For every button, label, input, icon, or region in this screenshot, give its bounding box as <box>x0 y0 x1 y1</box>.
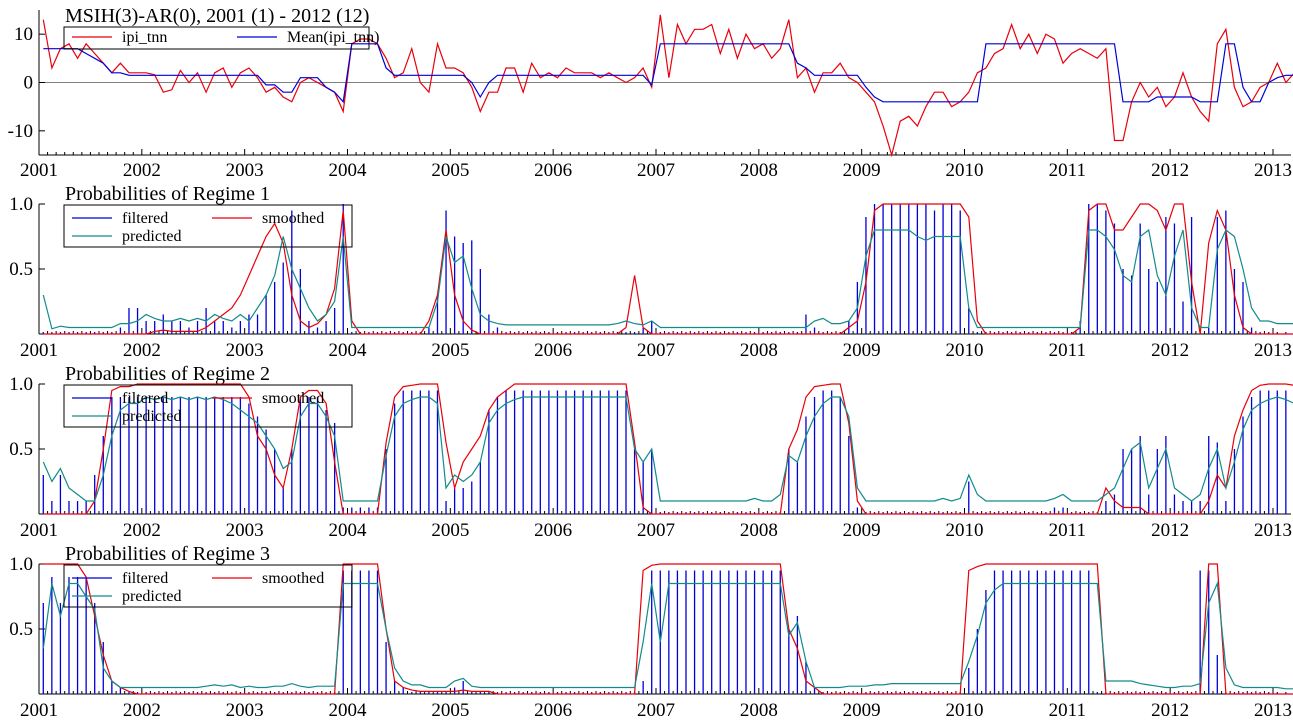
y-tick-label: 0.5 <box>9 619 33 640</box>
x-tick-label: 2010 <box>946 700 984 721</box>
legend-label: predicted <box>122 228 182 245</box>
x-tick-label: 2003 <box>226 340 264 361</box>
series-filtered-spikes <box>42 390 1287 514</box>
x-tick-label: 2013 <box>1254 340 1292 361</box>
chart-title: Probabilities of Regime 3 <box>65 543 270 565</box>
y-tick-label: 0.5 <box>9 439 33 460</box>
x-tick-label: 2002 <box>123 160 161 181</box>
x-tick-label: 2003 <box>226 160 264 181</box>
y-tick-label: 0 <box>24 73 34 94</box>
x-tick-label: 2009 <box>843 160 881 181</box>
x-tick-label: 2010 <box>946 520 984 541</box>
x-tick-label: 2002 <box>123 520 161 541</box>
legend-label: smoothed <box>262 210 324 227</box>
x-tick-label: 2013 <box>1254 160 1292 181</box>
legend-box <box>63 384 353 428</box>
x-tick-label: 2009 <box>843 340 881 361</box>
x-tick-label: 2006 <box>534 520 572 541</box>
x-tick-label: 2011 <box>1049 520 1086 541</box>
series-predicted-line <box>42 228 1293 330</box>
x-tick-label: 2001 <box>20 700 58 721</box>
x-tick-label: 2007 <box>637 520 675 541</box>
x-tick-label: 2010 <box>946 160 984 181</box>
y-tick-label: 1.0 <box>9 194 33 215</box>
y-tick-label: 1.0 <box>9 374 33 395</box>
chart-panel-4: Probabilities of Regime 3 2001 2002 2003 200… <box>9 543 1293 721</box>
x-tick-label: 2004 <box>329 160 368 181</box>
x-tick-label: 2007 <box>637 700 675 721</box>
chart-panel-3: Probabilities of Regime 2 2001 2002 2003 200… <box>9 363 1293 541</box>
x-tick-label: 2004 <box>329 520 368 541</box>
x-tick-label: 2011 <box>1049 340 1086 361</box>
legend-label: smoothed <box>262 390 324 407</box>
x-tick-label: 2003 <box>226 520 264 541</box>
x-tick-label: 2003 <box>226 700 264 721</box>
x-tick-label: 2008 <box>740 700 778 721</box>
x-tick-label: 2005 <box>431 160 469 181</box>
x-tick-label: 2006 <box>534 700 572 721</box>
x-tick-label: 2005 <box>431 700 469 721</box>
x-tick-label: 2002 <box>123 700 161 721</box>
x-tick-label: 2009 <box>843 700 881 721</box>
x-tick-label: 2007 <box>637 340 675 361</box>
x-tick-label: 2002 <box>123 340 161 361</box>
y-tick-label: 1.0 <box>9 554 33 575</box>
y-tick-label: -10 <box>8 121 33 142</box>
legend-box <box>63 204 353 248</box>
legend-label: filtered <box>122 570 168 587</box>
legend: filtered smoothed predicted <box>63 384 353 428</box>
x-tick-label: 2012 <box>1151 700 1189 721</box>
series-predicted-line <box>42 396 1293 502</box>
legend-label: predicted <box>122 588 182 605</box>
series-smoothed-line <box>43 563 1293 695</box>
x-tick-label: 2001 <box>20 160 58 181</box>
x-tick-label: 2004 <box>329 700 368 721</box>
legend-box <box>63 26 370 50</box>
x-tick-label: 2001 <box>20 520 58 541</box>
series-smoothed-line <box>43 203 1293 335</box>
chart-panel-2: Probabilities of Regime 1 2001 2002 2003 200… <box>9 183 1293 361</box>
y-tick-label: 0.5 <box>9 259 33 280</box>
x-tick-label: 2011 <box>1049 160 1086 181</box>
legend-box <box>63 564 353 608</box>
legend-label: predicted <box>122 408 182 425</box>
x-tick-label: 2008 <box>740 340 778 361</box>
legend-label: filtered <box>122 390 168 407</box>
x-tick-label: 2008 <box>740 520 778 541</box>
x-tick-label: 2001 <box>20 340 58 361</box>
x-tick-label: 2013 <box>1254 520 1292 541</box>
x-tick-label: 2012 <box>1151 160 1189 181</box>
x-tick-label: 2006 <box>534 160 572 181</box>
series-predicted-line <box>42 581 1293 690</box>
x-tick-label: 2012 <box>1151 520 1189 541</box>
x-tick-label: 2011 <box>1049 700 1086 721</box>
legend: filtered smoothed predicted <box>63 204 353 248</box>
legend-label: ipi_tnn <box>122 29 167 46</box>
x-tick-label: 2004 <box>329 340 368 361</box>
legend-label: Mean(ipi_tnn) <box>287 29 379 46</box>
x-tick-label: 2005 <box>431 340 469 361</box>
chart-title: Probabilities of Regime 2 <box>65 363 270 385</box>
chart-title: MSIH(3)-AR(0), 2001 (1) - 2012 (12) <box>65 5 369 27</box>
legend-label: smoothed <box>262 570 324 587</box>
series-filtered-spikes <box>42 204 1287 334</box>
x-tick-label: 2010 <box>946 340 984 361</box>
series-smoothed-line <box>43 383 1293 515</box>
legend: filtered smoothed predicted <box>63 564 353 608</box>
x-tick-label: 2008 <box>740 160 778 181</box>
x-tick-label: 2013 <box>1254 700 1292 721</box>
chart-panel-1: MSIH(3)-AR(0), 2001 (1) - 2012 (12) 2001 2… <box>8 5 1293 181</box>
y-tick-label: 10 <box>14 24 33 45</box>
x-tick-label: 2009 <box>843 520 881 541</box>
legend: ipi_tnn Mean(ipi_tnn) <box>63 26 379 50</box>
chart-title: Probabilities of Regime 1 <box>65 183 270 205</box>
series-mean-ipi-tnn--line <box>43 43 1293 104</box>
x-tick-label: 2006 <box>534 340 572 361</box>
legend-label: filtered <box>122 210 168 227</box>
x-tick-label: 2012 <box>1151 340 1189 361</box>
x-tick-label: 2007 <box>637 160 675 181</box>
x-tick-label: 2005 <box>431 520 469 541</box>
